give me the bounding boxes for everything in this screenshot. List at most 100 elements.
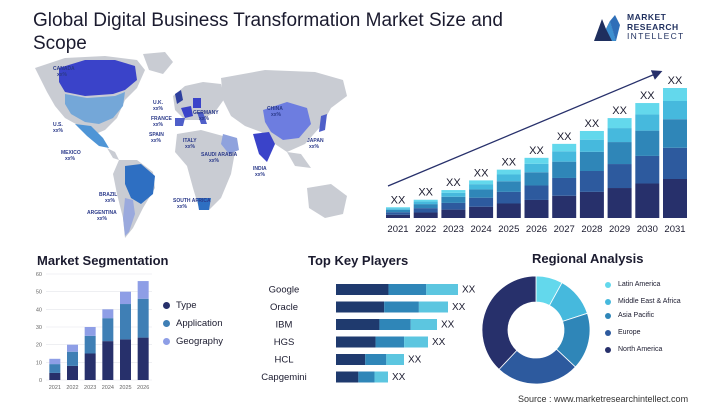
- player-value-oracle: XX: [452, 302, 466, 313]
- bar-2030-segment-5: [635, 103, 660, 115]
- legend-dot-icon: [163, 319, 170, 327]
- x-tick-2028: 2028: [581, 224, 602, 235]
- seg-x-tick-2026: 2026: [137, 385, 149, 391]
- data-label-2021: XX: [391, 194, 406, 206]
- label-argentina: ARGENTINA: [87, 210, 117, 216]
- map-argentina: [123, 198, 135, 236]
- player-value-google: XX: [462, 285, 476, 296]
- bar-2022-segment-3: [413, 204, 438, 209]
- legend-dot-icon: [605, 282, 611, 288]
- map-canada: [59, 60, 137, 96]
- segmentation-title: Market Segmentation: [37, 253, 169, 268]
- region-legend-item: Asia Pacific: [605, 312, 705, 320]
- player-label-oracle: Oracle: [270, 302, 298, 313]
- bar-2026-segment-2: [524, 185, 549, 200]
- player-bar-google-segment-3: [426, 284, 458, 295]
- player-bar-capgemini-segment-3: [374, 371, 388, 383]
- value-germany: xx%: [199, 116, 210, 122]
- x-tick-2025: 2025: [498, 224, 519, 235]
- bar-2021-segment-1: [386, 214, 410, 218]
- regional-legend: Latin America Middle East & Africa Asia Pa…: [605, 281, 705, 363]
- data-label-2031: XX: [668, 75, 683, 87]
- bar-2025-segment-3: [496, 181, 521, 192]
- player-label-ibm: IBM: [276, 320, 293, 331]
- map-greenland: [143, 52, 173, 74]
- bar-2025-segment-2: [496, 191, 521, 204]
- player-value-ibm: XX: [441, 320, 455, 331]
- region-legend-item: Europe: [605, 329, 705, 337]
- map-germany: [193, 98, 201, 108]
- data-label-2027: XX: [557, 131, 572, 143]
- bar-2030-segment-1: [635, 183, 660, 218]
- x-tick-2029: 2029: [609, 224, 630, 235]
- bar-2026-segment-5: [524, 157, 549, 164]
- legend-label: Asia Pacific: [618, 312, 655, 319]
- legend-label: Middle East & Africa: [618, 298, 681, 305]
- value-canada: xx%: [57, 72, 68, 78]
- value-italy: xx%: [185, 144, 196, 150]
- label-spain: SPAIN: [149, 132, 164, 138]
- players-title: Top Key Players: [308, 253, 409, 268]
- legend-dot-icon: [163, 301, 170, 309]
- bar-2028-segment-4: [579, 139, 604, 152]
- label-saudi-arabia: SAUDI ARABIA: [201, 152, 238, 158]
- seg-bar-2026-type: [137, 337, 149, 380]
- map-spain: [175, 118, 185, 126]
- value-us: xx%: [53, 128, 64, 134]
- legend-item-application: Application: [163, 314, 238, 332]
- bar-2023-segment-2: [441, 202, 466, 210]
- bar-2023-segment-1: [441, 209, 466, 218]
- data-label-2030: XX: [640, 90, 655, 102]
- map-south-africa: [197, 198, 211, 210]
- map-brazil: [125, 164, 155, 204]
- y-tick-0: 0: [39, 378, 42, 384]
- player-bar-google-segment-1: [336, 284, 389, 295]
- bar-2029-segment-3: [607, 142, 632, 165]
- bar-2021-segment-2: [386, 212, 410, 215]
- seg-bar-2023-application: [84, 335, 96, 354]
- logo-line-1: MARKET: [627, 12, 667, 22]
- y-tick-60: 60: [36, 272, 42, 278]
- bar-2028-segment-1: [579, 191, 604, 218]
- player-label-google: Google: [269, 285, 300, 296]
- seg-bar-2022-type: [67, 365, 78, 380]
- y-tick-50: 50: [36, 290, 42, 296]
- bar-2027-segment-1: [552, 195, 577, 218]
- legend-label: Application: [176, 317, 223, 329]
- bar-2025-segment-1: [496, 203, 521, 218]
- map-mexico: [75, 124, 109, 148]
- value-argentina: xx%: [97, 216, 108, 222]
- player-bar-oracle-segment-3: [418, 301, 448, 313]
- value-india: xx%: [255, 172, 266, 178]
- player-label-hcl: HCL: [274, 355, 293, 366]
- value-uk: xx%: [153, 106, 164, 112]
- bar-2028-segment-2: [579, 171, 604, 192]
- map-italy: [197, 112, 207, 124]
- label-china: CHINA: [267, 106, 283, 112]
- player-bar-capgemini-segment-1: [336, 371, 359, 383]
- seg-bar-2021-geography: [49, 358, 61, 365]
- bar-2031-segment-1: [663, 179, 687, 218]
- data-label-2029: XX: [612, 105, 627, 117]
- bar-2027-segment-5: [552, 143, 577, 152]
- map-central-america: [107, 148, 119, 160]
- bar-2030-segment-3: [635, 130, 660, 156]
- bar-2029-segment-2: [607, 164, 632, 189]
- bar-2031-segment-3: [663, 119, 687, 148]
- x-tick-2030: 2030: [637, 224, 658, 235]
- player-label-capgemini: Capgemini: [261, 372, 306, 383]
- legend-dot-icon: [605, 347, 611, 353]
- label-japan: JAPAN: [307, 138, 324, 144]
- seg-bar-2022-application: [67, 351, 78, 366]
- seg-bar-2025-application: [120, 304, 131, 340]
- bar-2024-segment-1: [469, 206, 494, 218]
- bar-2028-segment-3: [579, 151, 604, 172]
- bar-2022-segment-4: [413, 201, 438, 205]
- x-tick-2021: 2021: [387, 224, 408, 235]
- label-india: INDIA: [253, 166, 267, 172]
- company-logo: MARKET RESEARCH INTELLECT: [594, 12, 709, 45]
- legend-label: North America: [618, 346, 663, 353]
- player-value-hgs: XX: [432, 337, 446, 348]
- bar-2026-segment-3: [524, 172, 549, 186]
- y-tick-10: 10: [36, 360, 42, 366]
